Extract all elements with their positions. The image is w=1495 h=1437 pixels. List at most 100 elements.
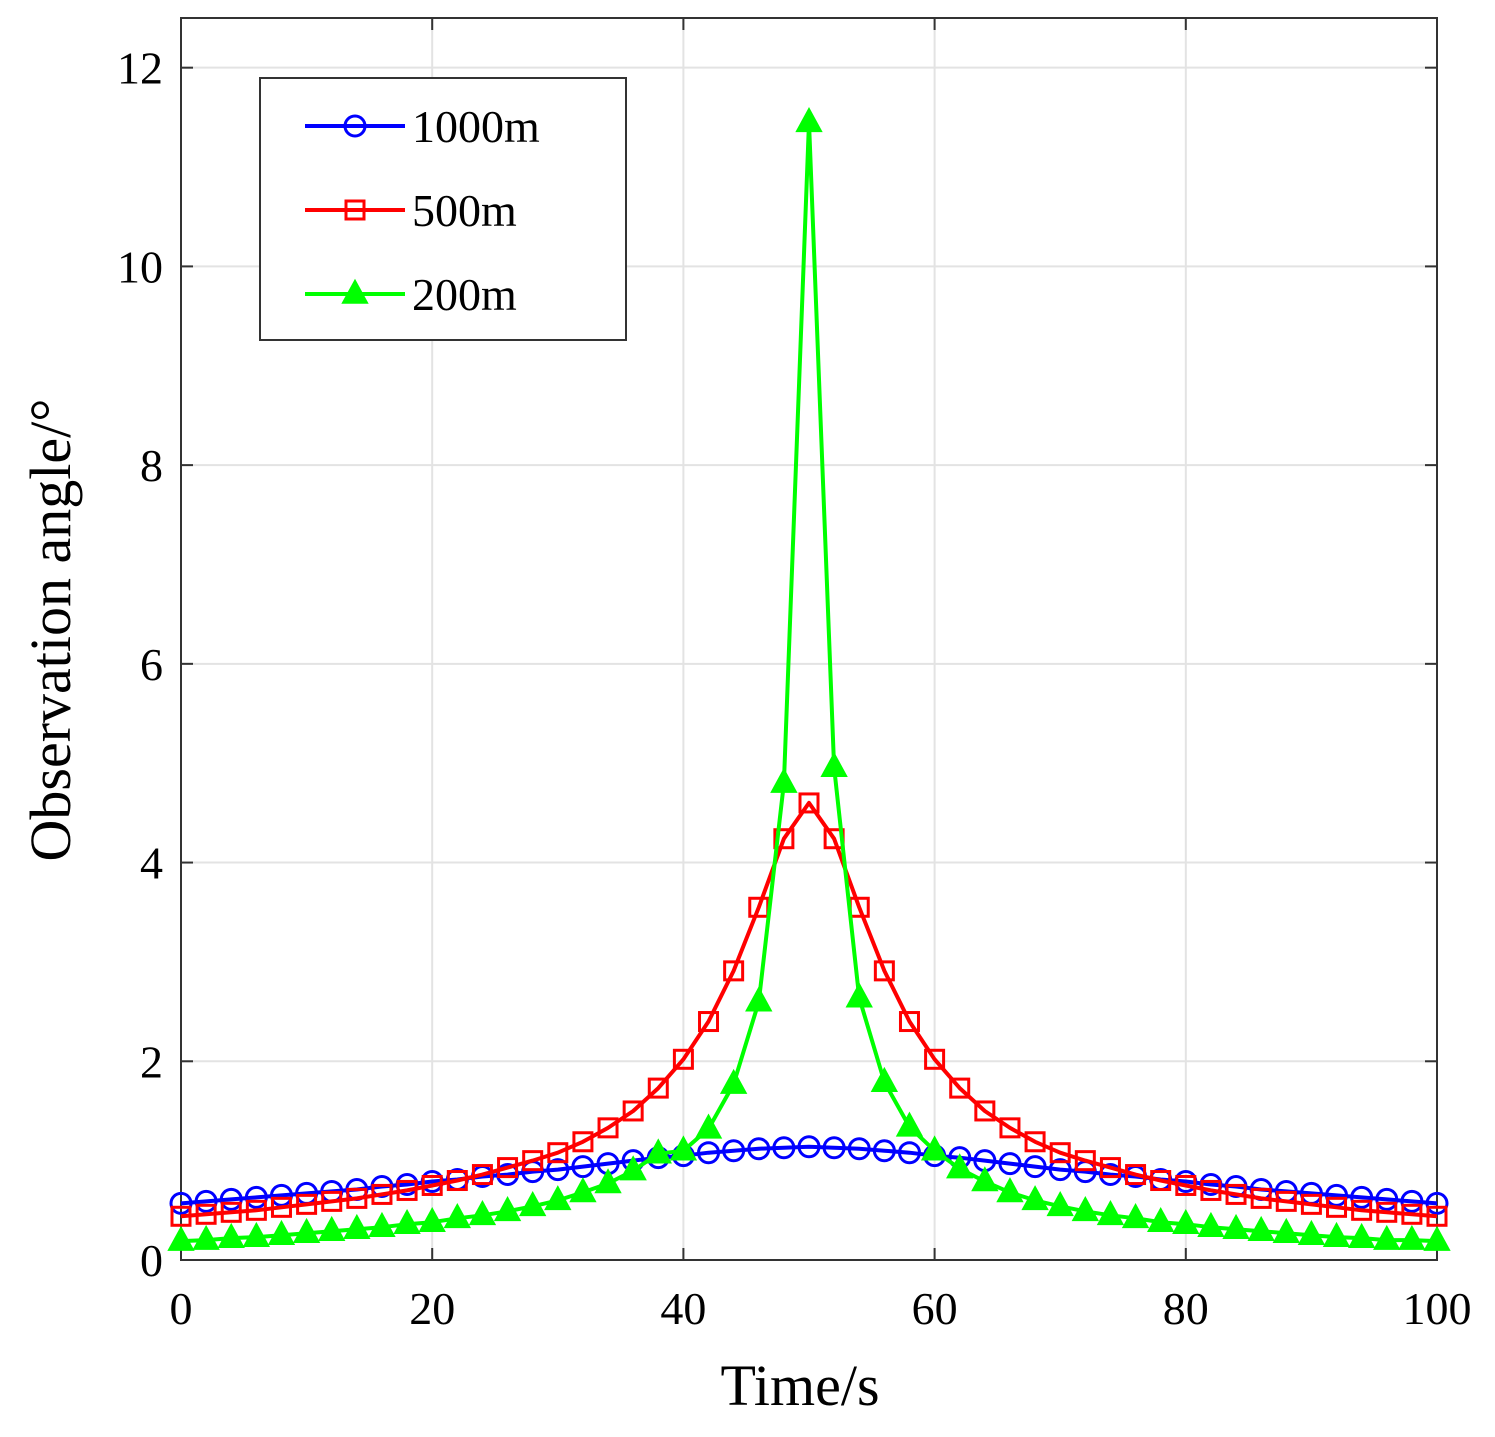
data-point-500m: [1401, 1203, 1423, 1225]
legend-label: 500m: [412, 185, 517, 236]
data-point-200m: [1096, 1199, 1125, 1226]
x-tick-label: 100: [1403, 1283, 1472, 1334]
data-point-500m: [1275, 1190, 1297, 1212]
data-point-500m: [1200, 1179, 1222, 1201]
data-point-200m: [1272, 1217, 1300, 1243]
data-point-500m: [999, 1117, 1021, 1139]
data-point-500m: [1250, 1187, 1272, 1209]
series-200m: [167, 107, 1451, 1251]
data-point-1000m: [1425, 1191, 1449, 1215]
data-point-200m: [1021, 1185, 1049, 1211]
data-point-500m: [1225, 1183, 1247, 1205]
data-point-200m: [493, 1196, 522, 1222]
y-tick-label: 4: [140, 838, 163, 889]
data-point-500m: [346, 1187, 368, 1209]
legend-item: 200m: [305, 269, 517, 320]
data-point-500m: [195, 1203, 217, 1225]
data-point-200m: [1423, 1225, 1451, 1251]
data-point-200m: [795, 107, 823, 133]
data-point-500m: [1049, 1142, 1071, 1164]
data-point-1000m: [998, 1152, 1022, 1176]
data-series: [167, 107, 1451, 1251]
data-point-500m: [296, 1193, 318, 1215]
series-line-500m: [180, 800, 1438, 1219]
data-point-500m: [672, 1048, 694, 1070]
data-point-200m: [267, 1219, 296, 1245]
data-point-500m: [1326, 1196, 1348, 1218]
x-tick-label: 0: [170, 1283, 193, 1334]
data-point-500m: [471, 1164, 493, 1186]
data-point-200m: [443, 1202, 472, 1229]
plot-frame: [180, 17, 1438, 1261]
axis-ticks: 0 20 40 60 80 100 0 2 4 6 8 10 12: [117, 18, 1472, 1334]
series-500m: [170, 792, 1448, 1227]
data-point-200m: [694, 1113, 723, 1139]
data-point-1000m: [1048, 1158, 1072, 1182]
data-point-200m: [1071, 1196, 1100, 1222]
data-point-200m: [518, 1191, 547, 1217]
data-point-500m: [949, 1077, 971, 1099]
data-point-1000m: [772, 1136, 796, 1160]
x-axis-title: Time/s: [720, 1353, 879, 1418]
data-point-200m: [343, 1213, 371, 1239]
data-point-1000m: [244, 1185, 268, 1209]
data-point-200m: [644, 1138, 672, 1164]
legend-item: 1000m: [305, 101, 540, 152]
data-point-500m: [723, 960, 745, 982]
data-point-200m: [920, 1135, 949, 1161]
data-point-500m: [321, 1190, 343, 1212]
data-point-1000m: [872, 1139, 896, 1163]
data-point-1000m: [219, 1187, 243, 1211]
y-tick-label: 2: [140, 1036, 163, 1087]
data-point-200m: [820, 751, 848, 777]
y-tick-label: 6: [140, 639, 163, 690]
data-point-200m: [971, 1166, 999, 1192]
data-point-500m: [1125, 1164, 1147, 1186]
x-tick-label: 80: [1163, 1283, 1209, 1334]
data-point-200m: [468, 1199, 497, 1226]
data-point-500m: [270, 1196, 292, 1218]
legend-marker-500m: [344, 199, 366, 221]
data-point-500m: [572, 1131, 594, 1153]
y-tick-label: 12: [117, 43, 163, 94]
data-point-500m: [371, 1183, 393, 1205]
data-point-200m: [292, 1217, 321, 1243]
data-point-500m: [1150, 1170, 1172, 1192]
data-point-200m: [242, 1221, 271, 1247]
data-point-500m: [1376, 1201, 1398, 1223]
data-point-500m: [522, 1150, 544, 1172]
data-point-200m: [544, 1185, 572, 1211]
data-point-500m: [798, 792, 820, 814]
data-point-200m: [946, 1153, 974, 1179]
data-point-500m: [446, 1170, 468, 1192]
y-tick-label: 10: [117, 241, 163, 292]
data-point-500m: [1099, 1157, 1121, 1179]
data-point-200m: [594, 1168, 622, 1194]
data-point-1000m: [546, 1158, 570, 1182]
data-point-500m: [497, 1157, 519, 1179]
data-point-1000m: [1350, 1185, 1374, 1209]
data-point-200m: [996, 1177, 1024, 1203]
data-point-1000m: [571, 1155, 595, 1179]
data-point-200m: [1197, 1211, 1225, 1238]
data-point-500m: [547, 1142, 569, 1164]
data-point-200m: [745, 986, 773, 1012]
data-point-500m: [647, 1077, 669, 1099]
data-point-200m: [1347, 1222, 1376, 1248]
y-axis-title: Observation angle/°: [18, 399, 83, 862]
data-point-200m: [1146, 1206, 1175, 1233]
data-point-1000m: [822, 1136, 846, 1160]
data-point-200m: [393, 1208, 421, 1235]
data-point-200m: [318, 1215, 346, 1241]
data-point-1000m: [194, 1189, 218, 1213]
x-tick-label: 20: [409, 1283, 455, 1334]
data-point-200m: [619, 1155, 647, 1181]
data-point-500m: [421, 1174, 443, 1196]
data-point-1000m: [169, 1191, 193, 1215]
data-point-200m: [845, 982, 873, 1008]
data-point-200m: [1398, 1224, 1426, 1250]
data-point-200m: [217, 1222, 245, 1248]
data-point-500m: [1426, 1205, 1448, 1227]
data-point-200m: [669, 1135, 698, 1161]
